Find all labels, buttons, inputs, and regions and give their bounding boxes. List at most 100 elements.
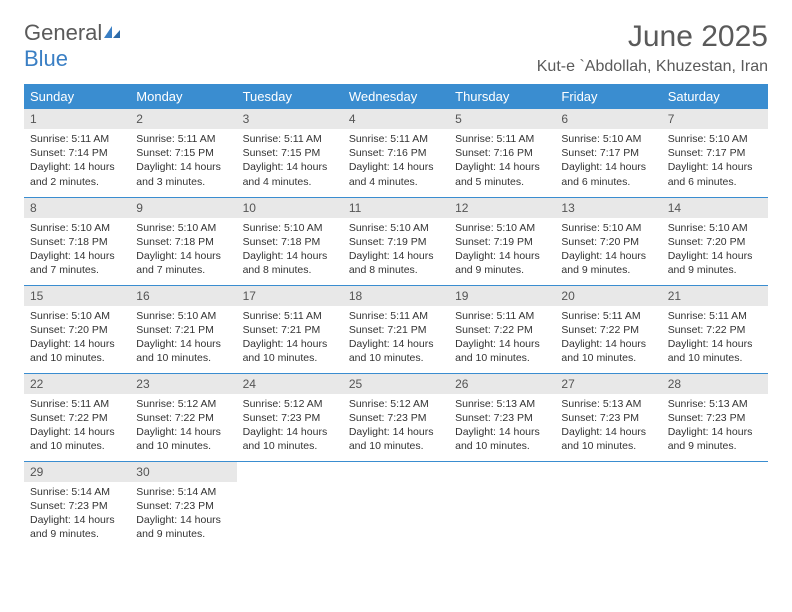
sunrise-line: Sunrise: 5:10 AM: [455, 221, 549, 235]
calendar-row: 22Sunrise: 5:11 AMSunset: 7:22 PMDayligh…: [24, 373, 768, 461]
weekday-header: Tuesday: [237, 84, 343, 109]
day-number: 29: [24, 462, 130, 482]
day-body: Sunrise: 5:13 AMSunset: 7:23 PMDaylight:…: [662, 394, 768, 460]
sunset-line: Sunset: 7:23 PM: [243, 411, 337, 425]
calendar-cell: 17Sunrise: 5:11 AMSunset: 7:21 PMDayligh…: [237, 285, 343, 373]
daylight-line-2: and 9 minutes.: [561, 263, 655, 277]
daylight-line-1: Daylight: 14 hours: [243, 425, 337, 439]
day-body: Sunrise: 5:10 AMSunset: 7:21 PMDaylight:…: [130, 306, 236, 372]
daylight-line-1: Daylight: 14 hours: [668, 160, 762, 174]
day-body: Sunrise: 5:10 AMSunset: 7:17 PMDaylight:…: [555, 129, 661, 195]
day-body: Sunrise: 5:12 AMSunset: 7:22 PMDaylight:…: [130, 394, 236, 460]
calendar-cell: 27Sunrise: 5:13 AMSunset: 7:23 PMDayligh…: [555, 373, 661, 461]
daylight-line-2: and 6 minutes.: [561, 175, 655, 189]
sunset-line: Sunset: 7:22 PM: [455, 323, 549, 337]
daylight-line-2: and 9 minutes.: [136, 527, 230, 541]
sunrise-line: Sunrise: 5:10 AM: [668, 221, 762, 235]
day-body: Sunrise: 5:12 AMSunset: 7:23 PMDaylight:…: [343, 394, 449, 460]
daylight-line-2: and 10 minutes.: [561, 439, 655, 453]
day-number: 27: [555, 374, 661, 394]
sunset-line: Sunset: 7:19 PM: [455, 235, 549, 249]
daylight-line-2: and 7 minutes.: [30, 263, 124, 277]
calendar-cell: 3Sunrise: 5:11 AMSunset: 7:15 PMDaylight…: [237, 109, 343, 197]
sunset-line: Sunset: 7:23 PM: [30, 499, 124, 513]
day-body: Sunrise: 5:13 AMSunset: 7:23 PMDaylight:…: [555, 394, 661, 460]
daylight-line-1: Daylight: 14 hours: [243, 249, 337, 263]
calendar-cell: 14Sunrise: 5:10 AMSunset: 7:20 PMDayligh…: [662, 197, 768, 285]
calendar-cell: 29Sunrise: 5:14 AMSunset: 7:23 PMDayligh…: [24, 461, 130, 549]
day-body: Sunrise: 5:10 AMSunset: 7:19 PMDaylight:…: [343, 218, 449, 284]
calendar-cell: 1Sunrise: 5:11 AMSunset: 7:14 PMDaylight…: [24, 109, 130, 197]
daylight-line-1: Daylight: 14 hours: [136, 513, 230, 527]
sunset-line: Sunset: 7:22 PM: [30, 411, 124, 425]
sunset-line: Sunset: 7:18 PM: [243, 235, 337, 249]
daylight-line-2: and 10 minutes.: [243, 351, 337, 365]
calendar-cell: [343, 461, 449, 549]
calendar-row: 1Sunrise: 5:11 AMSunset: 7:14 PMDaylight…: [24, 109, 768, 197]
calendar-table: Sunday Monday Tuesday Wednesday Thursday…: [24, 84, 768, 549]
sunrise-line: Sunrise: 5:11 AM: [349, 132, 443, 146]
sunset-line: Sunset: 7:23 PM: [668, 411, 762, 425]
calendar-cell: 13Sunrise: 5:10 AMSunset: 7:20 PMDayligh…: [555, 197, 661, 285]
calendar-cell: 16Sunrise: 5:10 AMSunset: 7:21 PMDayligh…: [130, 285, 236, 373]
sunrise-line: Sunrise: 5:11 AM: [243, 309, 337, 323]
header: General Blue June 2025 Kut-e `Abdollah, …: [24, 20, 768, 76]
sunset-line: Sunset: 7:18 PM: [136, 235, 230, 249]
sunset-line: Sunset: 7:18 PM: [30, 235, 124, 249]
daylight-line-2: and 3 minutes.: [136, 175, 230, 189]
calendar-cell: 5Sunrise: 5:11 AMSunset: 7:16 PMDaylight…: [449, 109, 555, 197]
daylight-line-2: and 9 minutes.: [30, 527, 124, 541]
daylight-line-2: and 10 minutes.: [30, 439, 124, 453]
day-body: Sunrise: 5:10 AMSunset: 7:19 PMDaylight:…: [449, 218, 555, 284]
sunrise-line: Sunrise: 5:13 AM: [561, 397, 655, 411]
day-body: Sunrise: 5:10 AMSunset: 7:18 PMDaylight:…: [130, 218, 236, 284]
day-number: 2: [130, 109, 236, 129]
daylight-line-2: and 10 minutes.: [668, 351, 762, 365]
sunset-line: Sunset: 7:15 PM: [136, 146, 230, 160]
day-body: Sunrise: 5:13 AMSunset: 7:23 PMDaylight:…: [449, 394, 555, 460]
calendar-row: 29Sunrise: 5:14 AMSunset: 7:23 PMDayligh…: [24, 461, 768, 549]
calendar-cell: [555, 461, 661, 549]
calendar-cell: 8Sunrise: 5:10 AMSunset: 7:18 PMDaylight…: [24, 197, 130, 285]
daylight-line-2: and 10 minutes.: [455, 439, 549, 453]
weekday-header: Sunday: [24, 84, 130, 109]
calendar-cell: [237, 461, 343, 549]
day-number: 30: [130, 462, 236, 482]
daylight-line-1: Daylight: 14 hours: [136, 249, 230, 263]
day-body: Sunrise: 5:10 AMSunset: 7:17 PMDaylight:…: [662, 129, 768, 195]
daylight-line-2: and 7 minutes.: [136, 263, 230, 277]
daylight-line-1: Daylight: 14 hours: [136, 425, 230, 439]
sunrise-line: Sunrise: 5:11 AM: [30, 132, 124, 146]
daylight-line-1: Daylight: 14 hours: [349, 425, 443, 439]
daylight-line-1: Daylight: 14 hours: [455, 249, 549, 263]
sunset-line: Sunset: 7:22 PM: [136, 411, 230, 425]
sunset-line: Sunset: 7:22 PM: [561, 323, 655, 337]
daylight-line-1: Daylight: 14 hours: [349, 249, 443, 263]
sunrise-line: Sunrise: 5:10 AM: [561, 132, 655, 146]
daylight-line-1: Daylight: 14 hours: [136, 337, 230, 351]
day-body: Sunrise: 5:11 AMSunset: 7:22 PMDaylight:…: [24, 394, 130, 460]
day-number: 26: [449, 374, 555, 394]
day-body: Sunrise: 5:10 AMSunset: 7:18 PMDaylight:…: [237, 218, 343, 284]
sunset-line: Sunset: 7:21 PM: [136, 323, 230, 337]
sunset-line: Sunset: 7:21 PM: [349, 323, 443, 337]
sunrise-line: Sunrise: 5:14 AM: [136, 485, 230, 499]
day-number: 18: [343, 286, 449, 306]
weekday-header-row: Sunday Monday Tuesday Wednesday Thursday…: [24, 84, 768, 109]
day-number: 9: [130, 198, 236, 218]
sunset-line: Sunset: 7:16 PM: [455, 146, 549, 160]
calendar-cell: [449, 461, 555, 549]
day-number: 19: [449, 286, 555, 306]
day-body: Sunrise: 5:14 AMSunset: 7:23 PMDaylight:…: [24, 482, 130, 548]
sunrise-line: Sunrise: 5:11 AM: [561, 309, 655, 323]
daylight-line-2: and 10 minutes.: [30, 351, 124, 365]
daylight-line-1: Daylight: 14 hours: [349, 160, 443, 174]
sunset-line: Sunset: 7:20 PM: [561, 235, 655, 249]
sunrise-line: Sunrise: 5:11 AM: [30, 397, 124, 411]
sunset-line: Sunset: 7:20 PM: [668, 235, 762, 249]
sunset-line: Sunset: 7:14 PM: [30, 146, 124, 160]
daylight-line-2: and 6 minutes.: [668, 175, 762, 189]
daylight-line-2: and 10 minutes.: [136, 439, 230, 453]
daylight-line-2: and 5 minutes.: [455, 175, 549, 189]
day-number: 20: [555, 286, 661, 306]
